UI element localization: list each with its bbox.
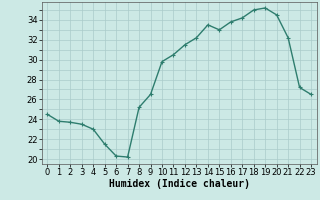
X-axis label: Humidex (Indice chaleur): Humidex (Indice chaleur) [109, 179, 250, 189]
